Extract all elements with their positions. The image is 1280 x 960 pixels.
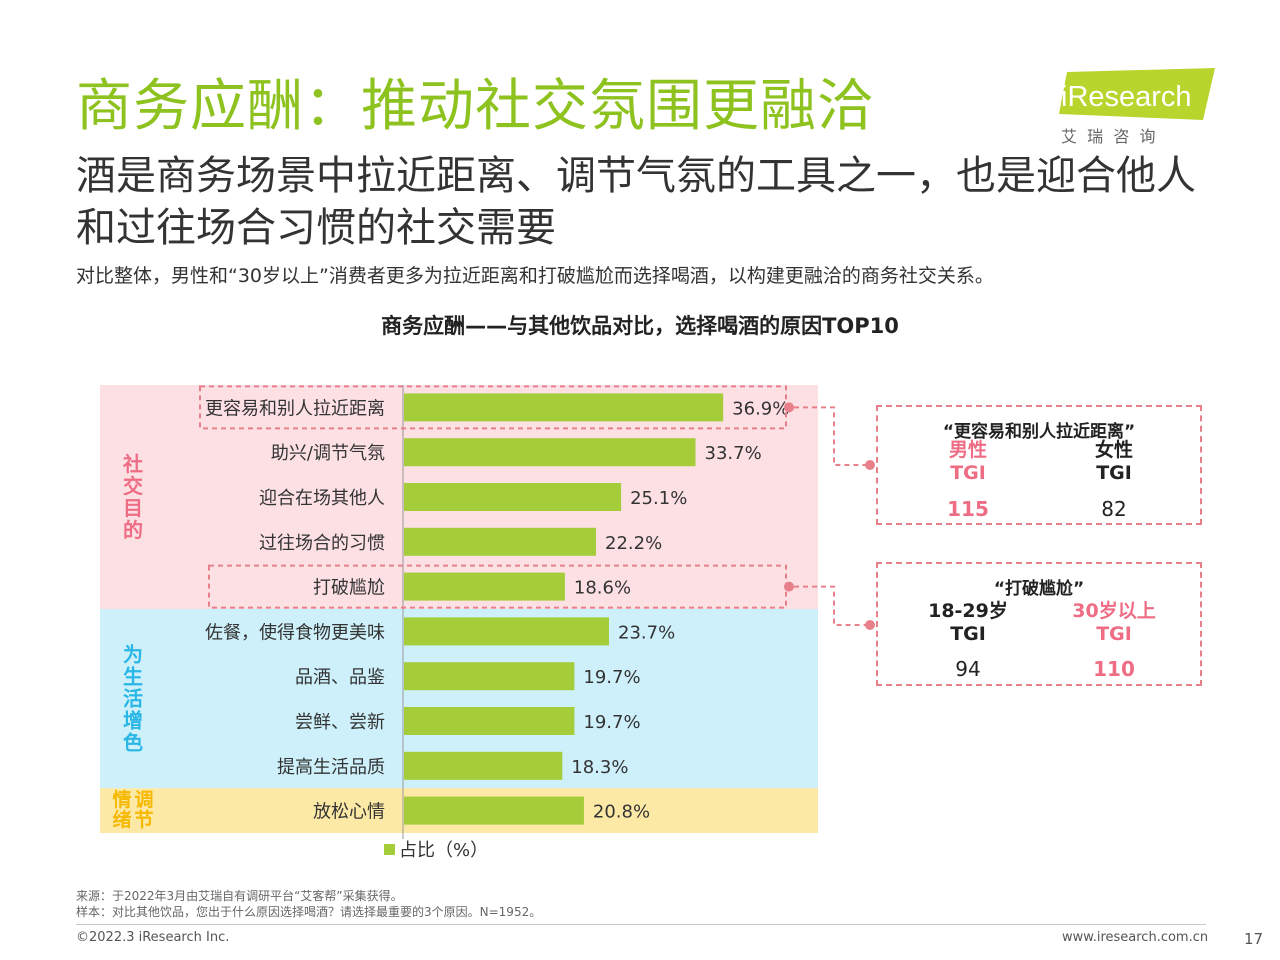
bar-4 bbox=[404, 572, 565, 601]
connector-dot bbox=[784, 402, 794, 413]
category-label-5: 佐餐，使得食物更美味 bbox=[205, 622, 385, 643]
value-label-5: 23.7% bbox=[618, 622, 675, 643]
value-label-8: 18.3% bbox=[571, 757, 628, 778]
logo-banner-shape bbox=[1059, 68, 1215, 120]
value-label-3: 22.2% bbox=[605, 533, 662, 554]
callout-left-label-text: 18-29岁 bbox=[928, 600, 1008, 622]
connector-dot bbox=[865, 460, 875, 470]
group-label-char: 活 bbox=[123, 687, 143, 711]
value-label-2: 25.1% bbox=[630, 488, 687, 509]
group-label-char: 绪 bbox=[112, 808, 131, 831]
group-label-char: 的 bbox=[123, 518, 143, 542]
category-label-3: 过往场合的习惯 bbox=[259, 533, 385, 554]
callout-left-sub: TGI bbox=[950, 623, 986, 645]
value-label-7: 19.7% bbox=[583, 712, 640, 733]
bar-7 bbox=[404, 707, 575, 735]
callout-right-label: 30岁以上 TGI bbox=[1054, 600, 1174, 646]
bar-6 bbox=[404, 662, 575, 691]
category-label-9: 放松心情 bbox=[313, 802, 385, 823]
chart-title: 商务应酬——与其他饮品对比，选择喝酒的原因TOP10 bbox=[381, 314, 899, 338]
callout-right-sub: TGI bbox=[1096, 462, 1132, 484]
category-label-8: 提高生活品质 bbox=[277, 757, 385, 778]
page-subtitle: 酒是商务场景中拉近距离、调节气氛的工具之一，也是迎合他人和过往场合习惯的社交需要 bbox=[76, 153, 1196, 251]
bar-1 bbox=[404, 438, 696, 467]
page-number: 17 bbox=[1244, 930, 1264, 948]
group-label-char: 增 bbox=[123, 709, 143, 733]
group-label-char: 生 bbox=[123, 665, 143, 689]
callout-right-sub: TGI bbox=[1096, 623, 1132, 645]
callout-right-label: 女性 TGI bbox=[1054, 439, 1174, 485]
copyright: ©2022.3 iResearch Inc. bbox=[76, 930, 230, 945]
page-description: 对比整体，男性和“30岁以上”消费者更多为拉近距离和打破尴尬而选择喝酒，以构建更… bbox=[76, 265, 994, 287]
callout-left-sub: TGI bbox=[950, 462, 986, 484]
callout-left-value: 94 bbox=[955, 657, 981, 681]
callout-left-value: 115 bbox=[947, 497, 989, 521]
category-label-2: 迎合在场其他人 bbox=[259, 488, 385, 509]
callout-title: “打破尴尬” bbox=[993, 579, 1085, 599]
connector-line bbox=[794, 406, 870, 466]
iresearch-logo: iResearch 艾 瑞 咨 询 bbox=[1055, 66, 1225, 150]
legend-label: 占比（%） bbox=[399, 840, 489, 861]
chart-legend: 占比（%） bbox=[384, 836, 488, 862]
callout-left-label-text: 男性 bbox=[948, 439, 987, 461]
tgi-callout-distance: “更容易和别人拉近距离” 男性 TGI 女性 TGI 115 82 bbox=[876, 405, 1202, 525]
legend-swatch bbox=[384, 843, 395, 855]
logo-brand-text: iResearch bbox=[1061, 81, 1192, 113]
category-label-6: 品酒、品鉴 bbox=[295, 667, 385, 688]
value-label-9: 20.8% bbox=[593, 802, 650, 823]
category-label-1: 助兴/调节气氛 bbox=[271, 443, 385, 464]
website-link[interactable]: www.iresearch.com.cn bbox=[1062, 930, 1209, 945]
callout-left-label: 18-29岁 TGI bbox=[908, 600, 1028, 646]
callout-left-label: 男性 TGI bbox=[908, 439, 1028, 485]
group-label-char: 目 bbox=[123, 496, 143, 520]
value-label-4: 18.6% bbox=[574, 578, 631, 599]
bar-0 bbox=[404, 393, 724, 422]
group-label-char: 色 bbox=[123, 731, 143, 755]
bar-5 bbox=[404, 617, 610, 646]
category-label-0: 更容易和别人拉近距离 bbox=[205, 398, 385, 419]
value-label-6: 19.7% bbox=[583, 667, 640, 688]
connector-line bbox=[794, 585, 870, 626]
group-label-char: 交 bbox=[123, 474, 143, 498]
tgi-callout-awkward: “打破尴尬” 18-29岁 TGI 30岁以上 TGI 94 110 bbox=[876, 562, 1202, 686]
source-note: 来源：于2022年3月由艾瑞自有调研平台“艾客帮”采集获得。 样本：对比其他饮品… bbox=[76, 888, 541, 920]
group-label-char: 调 bbox=[134, 789, 153, 811]
callout-right-label-text: 30岁以上 bbox=[1072, 600, 1156, 622]
callout-title: “更容易和别人拉近距离” bbox=[942, 422, 1136, 442]
logo-chinese-text: 艾 瑞 咨 询 bbox=[1061, 127, 1156, 146]
source-line: 来源：于2022年3月由艾瑞自有调研平台“艾客帮”采集获得。 bbox=[76, 889, 403, 903]
category-label-7: 尝鲜、尝新 bbox=[295, 712, 385, 733]
group-label-char: 社 bbox=[122, 452, 143, 476]
value-label-0: 36.9% bbox=[732, 398, 789, 419]
bar-8 bbox=[404, 751, 563, 780]
group-label-char: 情 bbox=[112, 788, 131, 811]
callout-right-value: 82 bbox=[1101, 497, 1127, 521]
footer-divider bbox=[76, 924, 1206, 925]
connector-dot bbox=[865, 620, 875, 630]
bar-9 bbox=[404, 796, 584, 825]
group-label-char: 节 bbox=[134, 809, 153, 831]
connector-dot bbox=[784, 581, 794, 592]
bar-2 bbox=[404, 483, 622, 511]
callout-right-value: 110 bbox=[1093, 657, 1135, 681]
category-label-4: 打破尴尬 bbox=[313, 578, 385, 599]
value-label-1: 33.7% bbox=[705, 443, 762, 464]
group-label-char: 为 bbox=[123, 643, 143, 667]
bar-3 bbox=[404, 527, 597, 556]
callout-right-label-text: 女性 bbox=[1094, 439, 1133, 461]
sample-line: 样本：对比其他饮品，您出于什么原因选择喝酒？请选择最重要的3个原因。N=1952… bbox=[76, 905, 542, 919]
page-title: 商务应酬：推动社交氛围更融洽 bbox=[76, 74, 874, 139]
